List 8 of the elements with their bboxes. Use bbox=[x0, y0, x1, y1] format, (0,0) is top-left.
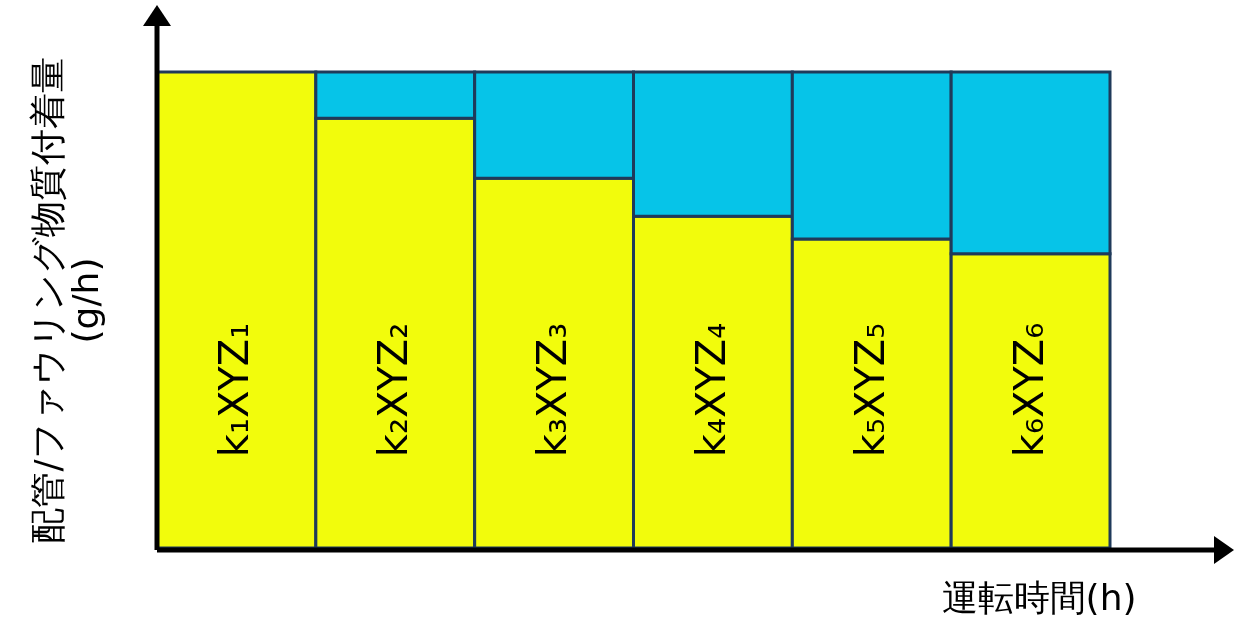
annotation: k₅XYZ₅ bbox=[846, 322, 893, 458]
x-axis-title: 運転時間(h) bbox=[941, 576, 1137, 618]
annotation: k₃XYZ₃ bbox=[529, 322, 576, 458]
annotation: k₆XYZ₆ bbox=[1005, 322, 1052, 458]
annotation: k₁XYZ₁ bbox=[211, 322, 258, 458]
y-axis-title: 配管/ファウリング物質付着量 (g/h) bbox=[26, 57, 106, 544]
annotation: k₄XYZ₄ bbox=[687, 322, 734, 458]
annotation: k₂XYZ₂ bbox=[370, 322, 417, 458]
